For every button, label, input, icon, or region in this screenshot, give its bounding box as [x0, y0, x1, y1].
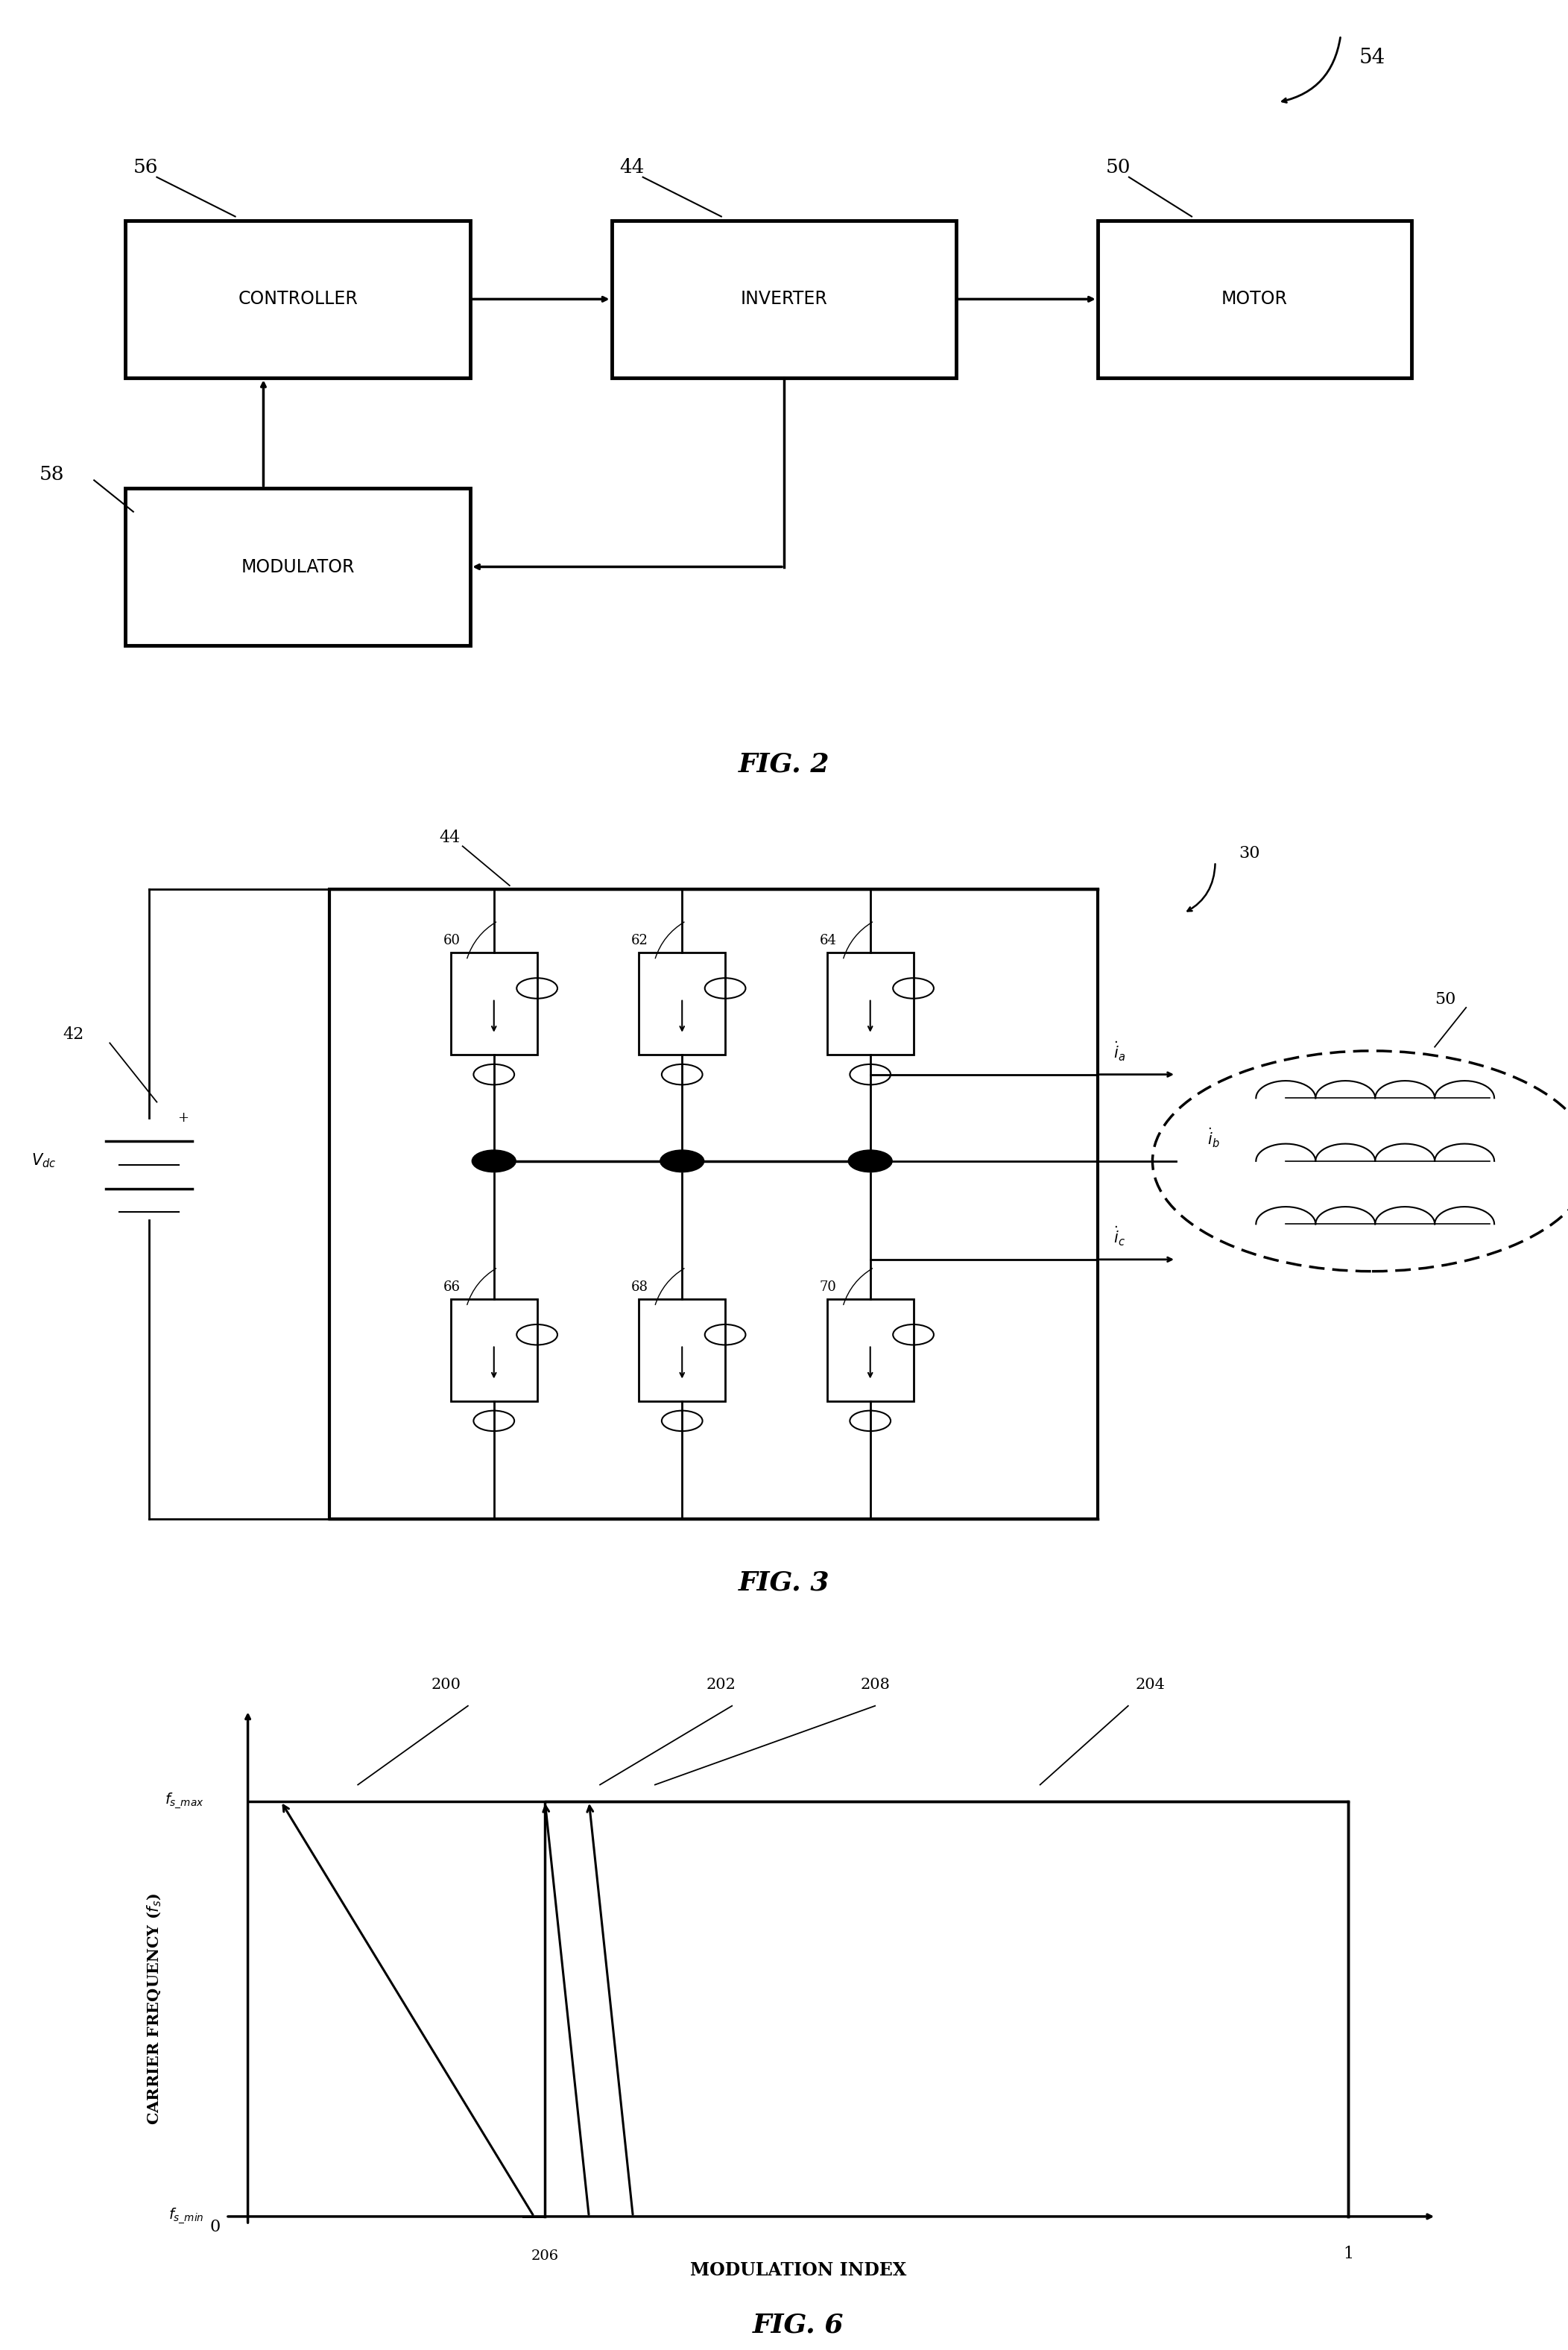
- Bar: [828, 952, 913, 1055]
- Text: 66: 66: [442, 1281, 459, 1295]
- Text: FIG. 3: FIG. 3: [739, 1570, 829, 1596]
- Text: 208: 208: [861, 1678, 891, 1692]
- Text: 54: 54: [1359, 47, 1385, 68]
- Bar: [640, 1300, 724, 1401]
- Circle shape: [848, 1149, 892, 1173]
- Circle shape: [472, 1149, 516, 1173]
- Text: 44: 44: [439, 830, 459, 846]
- Bar: [452, 1300, 536, 1401]
- Text: MODULATOR: MODULATOR: [241, 557, 354, 576]
- Text: 64: 64: [820, 935, 836, 947]
- Bar: [828, 1300, 913, 1401]
- Text: 1: 1: [1342, 2247, 1353, 2263]
- Circle shape: [660, 1149, 704, 1173]
- Text: 68: 68: [630, 1281, 648, 1295]
- Text: MODULATION INDEX: MODULATION INDEX: [690, 2261, 906, 2280]
- Text: 206: 206: [532, 2249, 558, 2263]
- Bar: [329, 888, 1098, 1518]
- Text: 30: 30: [1239, 846, 1261, 862]
- Text: 0: 0: [210, 2218, 221, 2235]
- Text: FIG. 6: FIG. 6: [753, 2312, 844, 2338]
- Text: 202: 202: [706, 1678, 735, 1692]
- Text: $\dot{i}_a$: $\dot{i}_a$: [1113, 1041, 1126, 1062]
- Bar: [640, 952, 724, 1055]
- Text: 70: 70: [820, 1281, 836, 1295]
- Text: 50: 50: [1105, 157, 1131, 176]
- Text: MOTOR: MOTOR: [1221, 289, 1287, 308]
- Text: $f_{s\_max}$: $f_{s\_max}$: [165, 1793, 204, 1812]
- Bar: [125, 489, 470, 646]
- Bar: [125, 221, 470, 378]
- Text: CONTROLLER: CONTROLLER: [238, 289, 358, 308]
- Bar: [452, 952, 536, 1055]
- Text: 44: 44: [619, 157, 644, 176]
- Text: 62: 62: [630, 935, 648, 947]
- Text: 204: 204: [1135, 1678, 1165, 1692]
- Bar: [1098, 221, 1411, 378]
- Text: 58: 58: [39, 465, 64, 484]
- Text: +: +: [177, 1112, 188, 1126]
- Text: INVERTER: INVERTER: [740, 289, 828, 308]
- Text: 50: 50: [1435, 992, 1455, 1008]
- Text: CARRIER FREQUENCY ($f_s$): CARRIER FREQUENCY ($f_s$): [146, 1894, 163, 2124]
- Text: FIG. 2: FIG. 2: [739, 752, 829, 778]
- Text: $V_{dc}$: $V_{dc}$: [31, 1152, 56, 1170]
- Text: 56: 56: [133, 157, 158, 176]
- Text: $f_{s\_min}$: $f_{s\_min}$: [168, 2207, 204, 2225]
- Bar: [612, 221, 956, 378]
- Text: $\dot{i}_c$: $\dot{i}_c$: [1113, 1224, 1126, 1248]
- Text: 60: 60: [442, 935, 459, 947]
- Text: 42: 42: [63, 1027, 83, 1043]
- Text: 200: 200: [431, 1678, 461, 1692]
- Text: $\dot{i}_b$: $\dot{i}_b$: [1207, 1128, 1220, 1149]
